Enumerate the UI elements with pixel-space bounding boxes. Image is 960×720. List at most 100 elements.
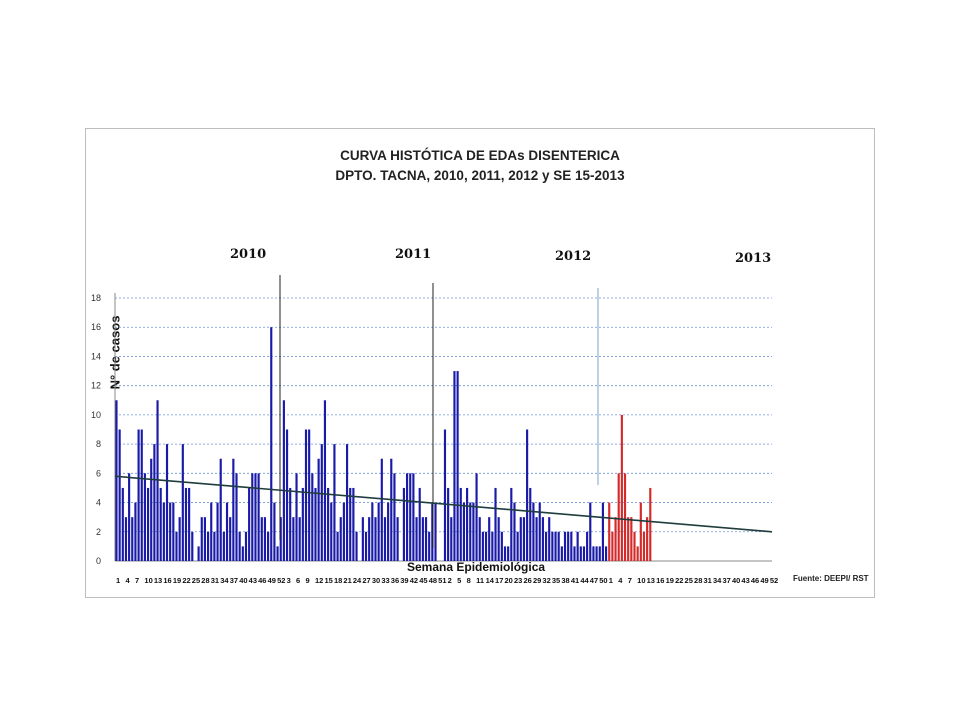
bar — [608, 502, 611, 561]
bar — [421, 517, 424, 561]
bar — [146, 487, 150, 561]
bar — [538, 502, 541, 561]
bar — [579, 546, 582, 561]
bar — [412, 473, 415, 561]
x-tick-label: 7 — [628, 576, 632, 585]
bar — [623, 473, 627, 561]
bar — [257, 473, 260, 561]
bar — [456, 371, 459, 561]
bar — [143, 473, 146, 561]
bar — [317, 458, 320, 561]
x-tick-label: 19 — [173, 576, 181, 585]
x-tick-label: 13 — [154, 576, 162, 585]
x-tick-label: 12 — [315, 576, 323, 585]
bar — [459, 487, 462, 561]
x-tick-label: 31 — [211, 576, 219, 585]
x-tick-label: 9 — [306, 576, 310, 585]
x-tick-label: 33 — [381, 576, 389, 585]
bar — [563, 531, 567, 561]
x-tick-label: 34 — [220, 576, 229, 585]
bar — [345, 444, 349, 561]
bar — [380, 458, 383, 561]
bar — [175, 531, 178, 561]
x-tick-label: 23 — [514, 576, 522, 585]
x-tick-label: 30 — [372, 576, 380, 585]
bar — [219, 458, 222, 561]
bar — [267, 531, 270, 561]
x-tick-label: 32 — [542, 576, 550, 585]
bar — [639, 502, 642, 561]
x-tick-label: 16 — [656, 576, 664, 585]
bar — [636, 546, 639, 561]
x-tick-label: 14 — [486, 576, 495, 585]
bar — [349, 487, 352, 561]
bar — [507, 546, 510, 561]
bar — [582, 546, 586, 561]
bar — [276, 546, 279, 561]
x-tick-label: 11 — [476, 576, 484, 585]
bar — [570, 531, 573, 561]
x-tick-label: 10 — [637, 576, 645, 585]
y-tick-label: 6 — [96, 468, 101, 478]
year-label-2012: 2012 — [555, 249, 592, 264]
x-axis-label: Semana Epidemiológica — [407, 560, 546, 574]
x-tick-label: 52 — [277, 576, 285, 585]
bar — [210, 502, 213, 561]
bar — [301, 487, 304, 561]
bar — [295, 473, 298, 561]
x-tick-label: 47 — [590, 576, 598, 585]
x-tick-label: 5 — [457, 576, 461, 585]
bar — [453, 371, 456, 561]
bar — [270, 327, 273, 561]
bar — [627, 517, 630, 561]
x-tick-label: 4 — [125, 576, 130, 585]
bar — [216, 502, 219, 561]
bar — [617, 473, 620, 561]
x-tick-label: 46 — [751, 576, 759, 585]
bar — [551, 531, 554, 561]
bar — [443, 429, 447, 561]
x-tick-label: 1 — [609, 576, 613, 585]
bar — [229, 517, 232, 561]
bar — [207, 531, 210, 561]
bar — [387, 502, 390, 561]
bar — [383, 517, 387, 561]
bar — [244, 531, 248, 561]
x-tick-label: 37 — [722, 576, 730, 585]
bar — [298, 517, 301, 561]
x-tick-label: 6 — [296, 576, 300, 585]
x-tick-label: 42 — [410, 576, 418, 585]
x-tick-label: 3 — [287, 576, 291, 585]
bar — [191, 531, 194, 561]
x-tick-label: 26 — [523, 576, 531, 585]
x-tick-label: 17 — [495, 576, 503, 585]
bar — [611, 531, 614, 561]
bar — [159, 487, 162, 561]
bar — [282, 400, 285, 561]
bar — [364, 531, 368, 561]
bar — [469, 502, 472, 561]
bar — [314, 487, 317, 561]
x-tick-label: 51 — [438, 576, 446, 585]
bar — [336, 531, 339, 561]
bar — [165, 444, 169, 561]
x-tick-label: 19 — [666, 576, 674, 585]
bar — [526, 429, 529, 561]
bar — [342, 502, 345, 561]
x-tick-label: 39 — [400, 576, 408, 585]
x-tick-label: 43 — [249, 576, 257, 585]
bar — [225, 502, 229, 561]
y-tick-label: 2 — [96, 527, 101, 537]
bar — [576, 531, 579, 561]
bar — [181, 444, 184, 561]
bar — [330, 502, 333, 561]
year-label-2011: 2011 — [395, 247, 432, 262]
bar — [481, 531, 484, 561]
x-tick-label: 44 — [580, 576, 589, 585]
x-tick-label: 40 — [239, 576, 247, 585]
x-tick-label: 22 — [182, 576, 190, 585]
bar — [308, 429, 311, 561]
bar — [254, 473, 257, 561]
x-tick-label: 43 — [741, 576, 749, 585]
x-tick-label: 52 — [770, 576, 778, 585]
